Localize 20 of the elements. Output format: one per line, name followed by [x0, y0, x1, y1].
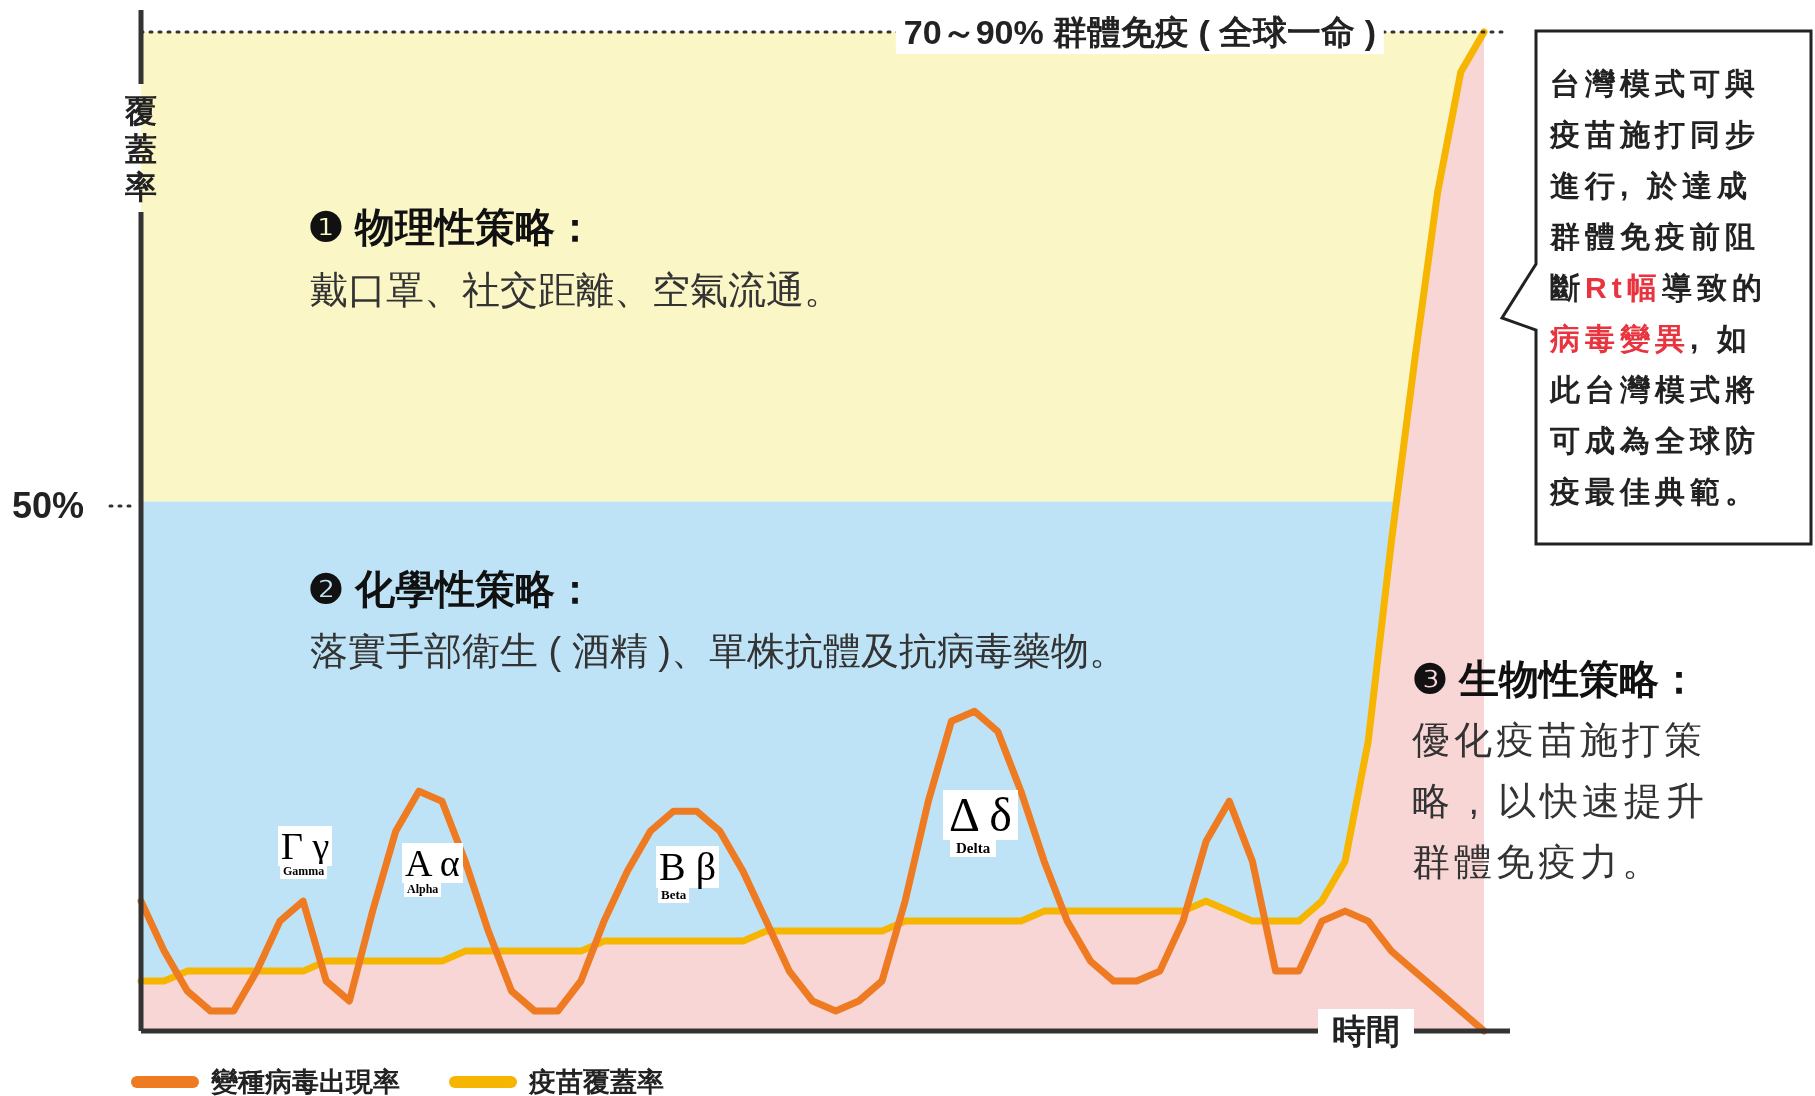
y-axis-title: 覆蓋率 [124, 92, 158, 206]
annotation: 戴口罩、社交距離、空氣流通。 [310, 268, 842, 313]
x-axis-title: 時間 [1318, 1009, 1414, 1053]
legend-label: 變種病毒出現率 [211, 1066, 400, 1096]
legend-label: 疫苗覆蓋率 [529, 1066, 664, 1096]
annotation: Alpha [404, 882, 442, 897]
text: 台灣模式可與疫苗施打同步進行, 於達成群體免疫前阻斷Rt幅導致的病毒變異, 如此台灣模式將可成為全球防疫最佳典範。 [1550, 67, 1767, 508]
annotation: Gamma [280, 864, 328, 879]
annotation: Α α [402, 842, 463, 884]
annotation: Β β [656, 844, 720, 889]
annotation: Beta [658, 887, 690, 903]
annotation: ❸ 生物性策略： [1412, 656, 1700, 703]
ref-line-label: 70～90% 群體免疫 ( 全球一命 ) [895, 10, 1385, 54]
annotation: Δ δ [943, 788, 1018, 841]
annotation: ❶ 物理性策略： [308, 204, 596, 251]
annotation: ❷ 化學性策略： [308, 566, 596, 613]
text: 50% [12, 484, 85, 528]
annotation: Delta [950, 840, 997, 857]
annotation: 優化疫苗施打策略 , 以快速提升群體免疫力。 [1412, 718, 1709, 885]
annotation: 落實手部衛生 ( 酒精 )、單株抗體及抗病毒藥物。 [310, 629, 1127, 674]
